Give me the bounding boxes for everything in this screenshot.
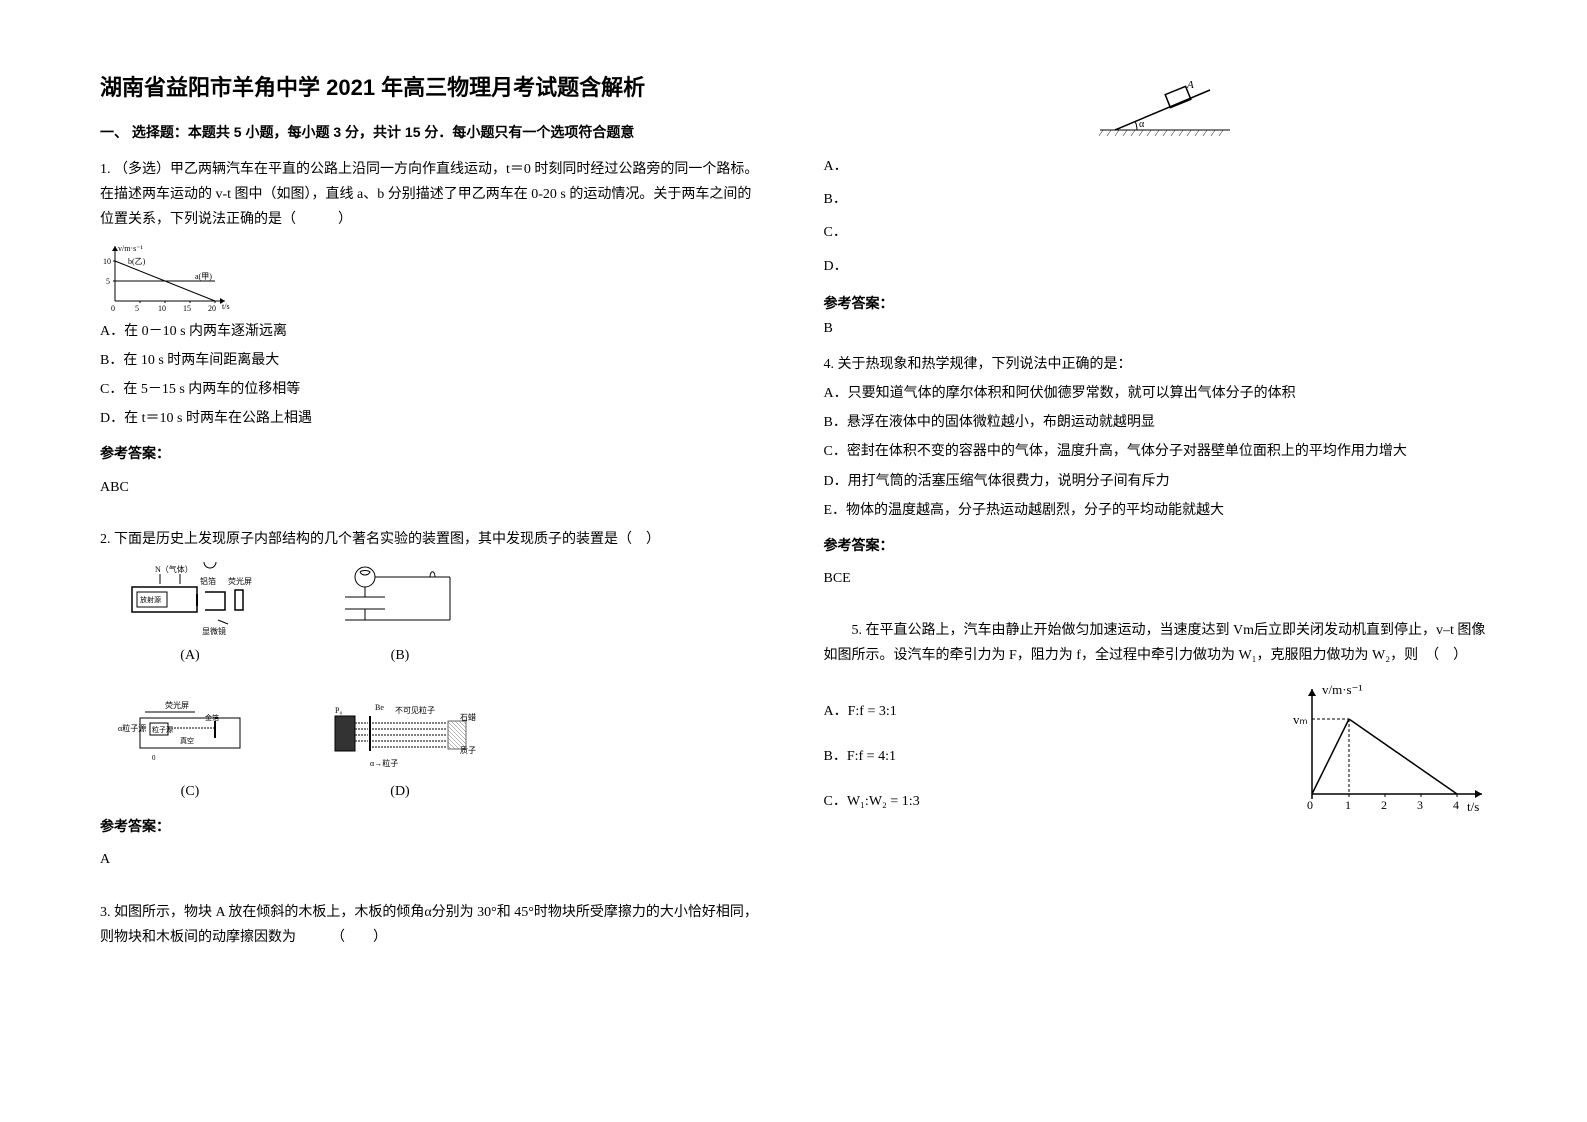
q3-optD: D．: [824, 254, 1488, 279]
svg-text:3: 3: [1417, 798, 1423, 812]
q1-optB: B．在 10 s 时两车间距离最大: [100, 348, 764, 373]
q1-answer: ABC: [100, 475, 764, 500]
svg-text:0: 0: [111, 304, 115, 313]
q1-graph: v/m·s⁻¹ t/s b(乙) a(甲) 5 10 0 5 10 15 20: [100, 241, 230, 311]
svg-text:α→粒子: α→粒子: [370, 758, 398, 768]
q2-text: 2. 下面是历史上发现原子内部结构的几个著名实验的装置图，其中发现质子的装置是（…: [100, 527, 764, 552]
q2-fig-a: N（气体） 铝箔 荧光屏 放射源 显微镜: [100, 562, 280, 668]
svg-text:粒子源: 粒子源: [152, 725, 173, 734]
q2-fig-d-label: (D): [310, 779, 490, 804]
q3-answer-label: 参考答案：: [824, 293, 1488, 313]
svg-text:5: 5: [135, 304, 139, 313]
svg-text:10: 10: [158, 304, 166, 313]
svg-text:荧光屏: 荧光屏: [165, 700, 189, 710]
q5-ylabel: v/m·s⁻¹: [1322, 682, 1362, 697]
q3-optC: C．: [824, 220, 1488, 245]
q1-optD: D．在 t＝10 s 时两车在公路上相遇: [100, 406, 764, 431]
svg-text:铝箔: 铝箔: [200, 576, 216, 586]
q2-answer-label: 参考答案：: [100, 814, 764, 839]
q4-optC: C．密封在体积不变的容器中的气体，温度升高，气体分子对器壁单位面积上的平均作用力…: [824, 439, 1488, 464]
q1-ylabel: v/m·s⁻¹: [118, 244, 143, 253]
svg-text:显微镜: 显微镜: [202, 626, 226, 636]
svg-text:α粒子源: α粒子源: [118, 723, 146, 733]
q5-xlabel: t/s: [1467, 799, 1479, 814]
q1-xlabel: t/s: [222, 302, 230, 311]
svg-text:4: 4: [1453, 798, 1459, 812]
q1-line-b-label: b(乙): [128, 257, 146, 266]
q1-answer-label: 参考答案：: [100, 441, 764, 466]
q3-text: 3. 如图所示，物块 A 放在倾斜的木板上，木板的倾角α分别为 30°和 45°…: [100, 900, 764, 950]
svg-text:放射源: 放射源: [140, 595, 161, 604]
page-title: 湖南省益阳市羊角中学 2021 年高三物理月考试题含解析: [100, 70, 764, 102]
q4-optE: E．物体的温度越高，分子热运动越剧烈，分子的平均动能就越大: [824, 498, 1488, 523]
svg-text:A: A: [1186, 79, 1194, 91]
svg-text:15: 15: [183, 304, 191, 313]
q4-answer: BCE: [824, 566, 1488, 591]
q4-answer-label: 参考答案：: [824, 533, 1488, 558]
q1-text: 1. （多选）甲乙两辆汽车在平直的公路上沿同一方向作直线运动，t＝0 时刻同时经…: [100, 157, 764, 233]
svg-text:P₀: P₀: [335, 706, 342, 715]
q2-fig-b-label: (B): [310, 643, 490, 668]
q2-fig-b: (B): [310, 562, 490, 668]
q2-fig-a-label: (A): [100, 643, 280, 668]
q1-optC: C．在 5－15 s 内两车的位移相等: [100, 377, 764, 402]
svg-text:2: 2: [1381, 798, 1387, 812]
question-1: 1. （多选）甲乙两辆汽车在平直的公路上沿同一方向作直线运动，t＝0 时刻同时经…: [100, 157, 764, 515]
q4-optA: A．只要知道气体的摩尔体积和阿伏伽德罗常数，就可以算出气体分子的体积: [824, 381, 1488, 406]
svg-text:真空: 真空: [180, 736, 194, 745]
section-header: 一、 选择题：本题共 5 小题，每小题 3 分，共计 15 分．每小题只有一个选…: [100, 122, 764, 142]
question-2: 2. 下面是历史上发现原子内部结构的几个著名实验的装置图，其中发现质子的装置是（…: [100, 527, 764, 888]
svg-text:10: 10: [103, 257, 111, 266]
q5-vm-label: vₘ: [1293, 712, 1308, 727]
q3-answer: B: [824, 321, 1488, 337]
q1-line-a-label: a(甲): [195, 272, 212, 281]
question-5: 5. 在平直公路上，汽车由静止开始做匀加速运动，当速度达到 Vm后立即关闭发动机…: [824, 618, 1488, 834]
q4-text: 4. 关于热现象和热学规律，下列说法中正确的是：: [824, 352, 1488, 377]
q2-figures: N（气体） 铝箔 荧光屏 放射源 显微镜: [100, 562, 550, 804]
svg-text:Be: Be: [375, 703, 384, 712]
q5-graph: v/m·s⁻¹ t/s vₘ 0 1 2 3 4: [1287, 679, 1487, 819]
svg-text:不可见粒子: 不可见粒子: [395, 705, 435, 715]
svg-text:20: 20: [208, 304, 216, 313]
svg-text:1: 1: [1345, 798, 1351, 812]
q2-fig-c-label: (C): [100, 779, 280, 804]
q2-fig-d: P₀ Be 不可见粒子 石蜡 质子 α→粒子: [310, 698, 490, 804]
svg-text:α: α: [1139, 119, 1145, 130]
question-4: 4. 关于热现象和热学规律，下列说法中正确的是： A．只要知道气体的摩尔体积和阿…: [824, 352, 1488, 607]
svg-text:N（气体）: N（气体）: [155, 564, 193, 574]
q3-optB: B．: [824, 187, 1488, 212]
svg-text:5: 5: [106, 277, 110, 286]
right-column: A α A． B． C． D． 参考答案： B 4. 关于热现象和热学规律，下列…: [824, 70, 1488, 1082]
svg-text:荧光屏: 荧光屏: [228, 576, 252, 586]
svg-text:0: 0: [152, 754, 156, 762]
q4-optB: B．悬浮在液体中的固体微粒越小，布朗运动就越明显: [824, 410, 1488, 435]
q3-optA: A．: [824, 154, 1488, 179]
left-column: 湖南省益阳市羊角中学 2021 年高三物理月考试题含解析 一、 选择题：本题共 …: [100, 70, 764, 1082]
q1-optA: A．在 0－10 s 内两车逐渐远离: [100, 319, 764, 344]
q3-figure: A α: [1095, 70, 1215, 140]
question-3-text: 3. 如图所示，物块 A 放在倾斜的木板上，木板的倾角α分别为 30°和 45°…: [100, 900, 764, 950]
q2-fig-c: 荧光屏 金箔 α粒子源 粒子源 真空 0 (C): [100, 698, 280, 804]
svg-text:0: 0: [1307, 798, 1313, 812]
q2-answer: A: [100, 847, 764, 872]
q5-text: 5. 在平直公路上，汽车由静止开始做匀加速运动，当速度达到 Vm后立即关闭发动机…: [824, 618, 1488, 668]
q4-optD: D．用打气筒的活塞压缩气体很费力，说明分子间有斥力: [824, 469, 1488, 494]
